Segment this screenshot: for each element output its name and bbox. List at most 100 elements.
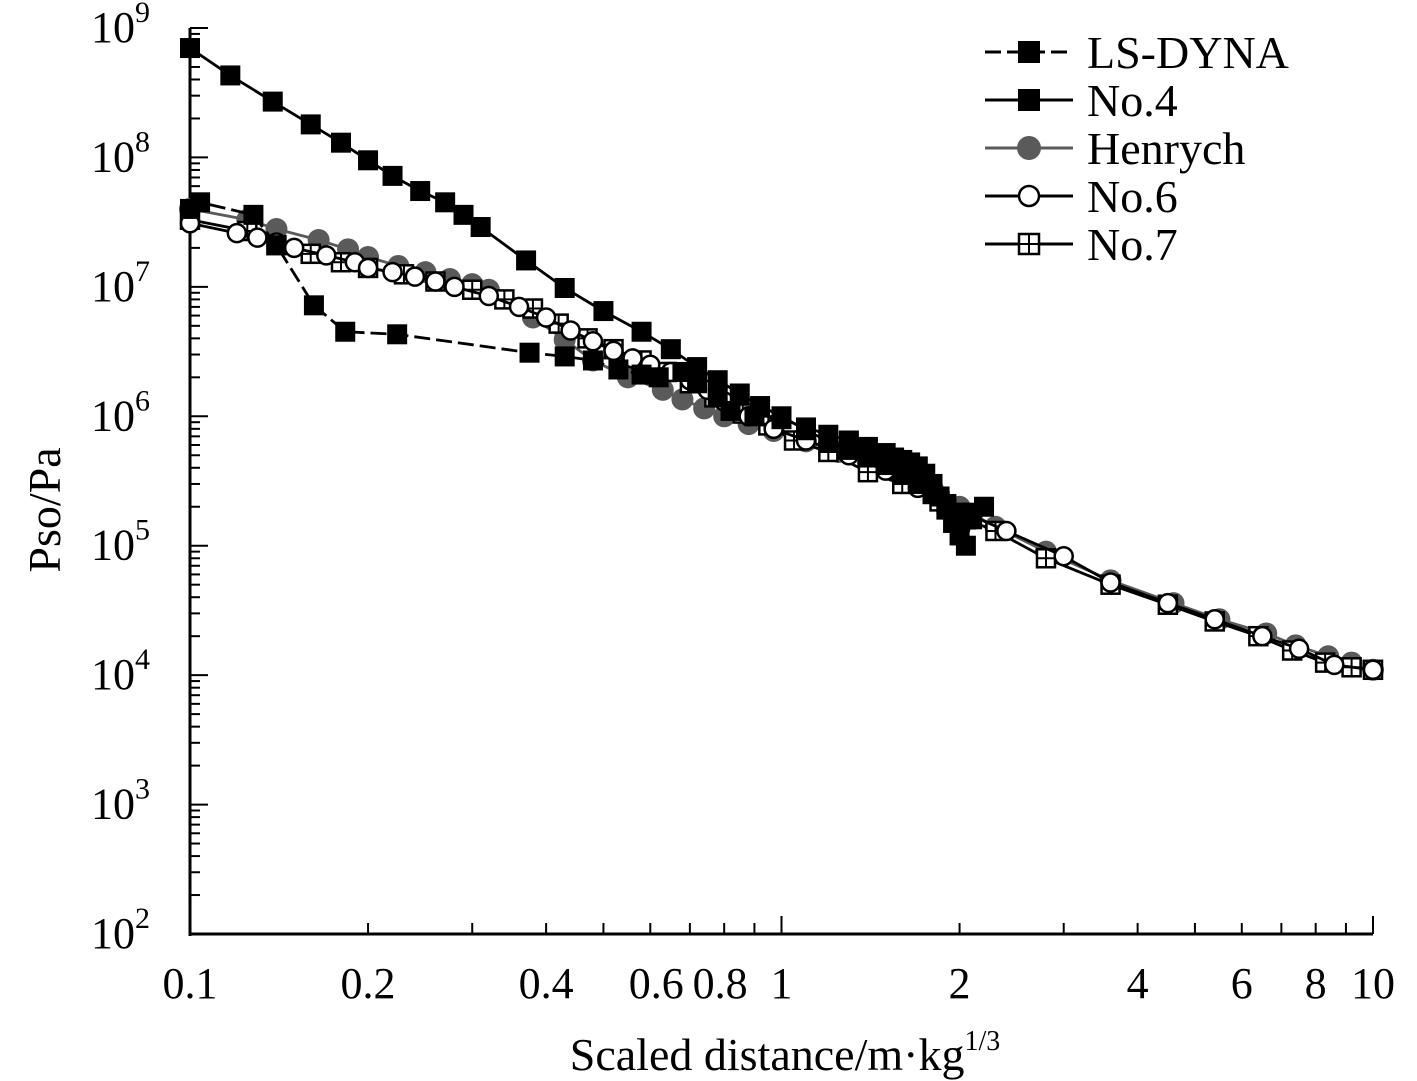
data-point [1288, 638, 1310, 659]
x-tick-label: 1 [771, 959, 793, 1008]
data-point [560, 320, 581, 341]
data-point [425, 271, 446, 292]
series-ls-dyna [180, 192, 995, 556]
data-point [266, 235, 287, 256]
data-point [283, 237, 305, 259]
data-point [974, 496, 995, 517]
series-layer [179, 38, 1384, 681]
data-point [1017, 136, 1041, 160]
series-no-6 [179, 213, 1384, 681]
data-point [687, 373, 708, 394]
data-point [795, 417, 816, 438]
data-point [1204, 609, 1225, 630]
y-tick-label-exponent: 3 [135, 773, 150, 806]
data-point [818, 424, 839, 445]
series-line [189, 221, 1374, 672]
legend-item: No.7 [985, 219, 1178, 270]
x-tick-label: 10 [1351, 959, 1395, 1008]
x-axis-title-superscript: 1/3 [964, 1026, 1000, 1057]
data-point [1018, 89, 1040, 111]
data-point [744, 406, 765, 427]
data-point [857, 436, 878, 457]
x-tick-label: 6 [1231, 959, 1253, 1008]
y-tick-label: 109 [91, 0, 150, 52]
x-axis-title: Scaled distance/m·kg1/3 [570, 1026, 1001, 1080]
legend-label: Henrych [1087, 123, 1245, 174]
data-point [357, 257, 379, 279]
y-tick-label: 103 [91, 773, 150, 829]
data-point [996, 520, 1017, 542]
y-tick-label-exponent: 4 [135, 643, 150, 676]
data-point [671, 388, 694, 411]
data-point [1018, 41, 1040, 63]
data-point [648, 367, 669, 388]
data-point [593, 301, 614, 322]
data-point [603, 340, 624, 362]
y-tick-label: 107 [91, 255, 150, 311]
data-point [1100, 572, 1121, 593]
data-point [404, 266, 426, 287]
data-point [220, 65, 241, 86]
x-tick-label: 4 [1127, 959, 1149, 1008]
y-tick-label-exponent: 7 [135, 255, 150, 288]
data-point [554, 277, 575, 298]
y-axis-title: Pso/Pa [19, 447, 70, 572]
data-point [1324, 654, 1345, 676]
y-tick-label-base: 10 [91, 262, 135, 311]
data-point [729, 383, 750, 404]
data-point [180, 38, 200, 59]
data-point [247, 227, 268, 248]
data-point [1017, 232, 1041, 256]
x-tick-label: 0.6 [629, 959, 684, 1008]
data-point [330, 132, 351, 153]
y-tick-label: 108 [91, 125, 150, 181]
y-tick-label-base: 10 [91, 521, 135, 570]
x-tick-label: 0.8 [693, 959, 748, 1008]
data-point [707, 370, 728, 391]
data-point [631, 321, 652, 342]
y-tick-label-exponent: 2 [135, 902, 150, 935]
legend-item: No.4 [985, 75, 1178, 126]
x-tick-label: 0.4 [519, 959, 574, 1008]
x-tick-label: 0.2 [341, 959, 396, 1008]
data-point [190, 192, 211, 213]
data-point [303, 295, 324, 316]
data-point [519, 342, 540, 363]
data-point [1017, 184, 1041, 208]
data-point [771, 409, 792, 430]
y-tick-label: 105 [91, 514, 150, 570]
data-point [535, 307, 557, 328]
data-point [660, 339, 681, 360]
data-point [300, 114, 321, 135]
x-axis-title-text: Scaled distance/m·kg [570, 1029, 965, 1080]
data-point [444, 276, 465, 298]
data-point [1252, 625, 1273, 647]
x-tick-label: 8 [1305, 959, 1327, 1008]
data-point [1157, 592, 1179, 614]
data-point [554, 346, 575, 367]
y-tick-label-base: 10 [91, 391, 135, 440]
data-point [582, 330, 604, 352]
legend-item: Henrych [985, 123, 1245, 174]
legend-item: LS-DYNA [985, 27, 1289, 78]
data-point [955, 535, 976, 556]
data-point [453, 204, 474, 225]
legend-label: No.4 [1087, 75, 1178, 126]
x-tick-label: 0.1 [163, 959, 218, 1008]
y-tick-label-exponent: 9 [135, 0, 150, 29]
y-tick-label-exponent: 5 [135, 514, 150, 547]
data-point [516, 250, 537, 271]
data-point [838, 430, 859, 451]
y-tick-label: 102 [91, 902, 150, 958]
y-tick-label-base: 10 [91, 650, 135, 699]
data-point [582, 350, 603, 371]
data-point [631, 364, 652, 385]
data-point [608, 359, 629, 380]
data-point [1053, 545, 1074, 567]
data-point [382, 261, 403, 283]
data-point [335, 321, 356, 342]
data-point [720, 400, 741, 421]
data-point [243, 204, 264, 225]
y-tick-label: 104 [91, 643, 150, 699]
